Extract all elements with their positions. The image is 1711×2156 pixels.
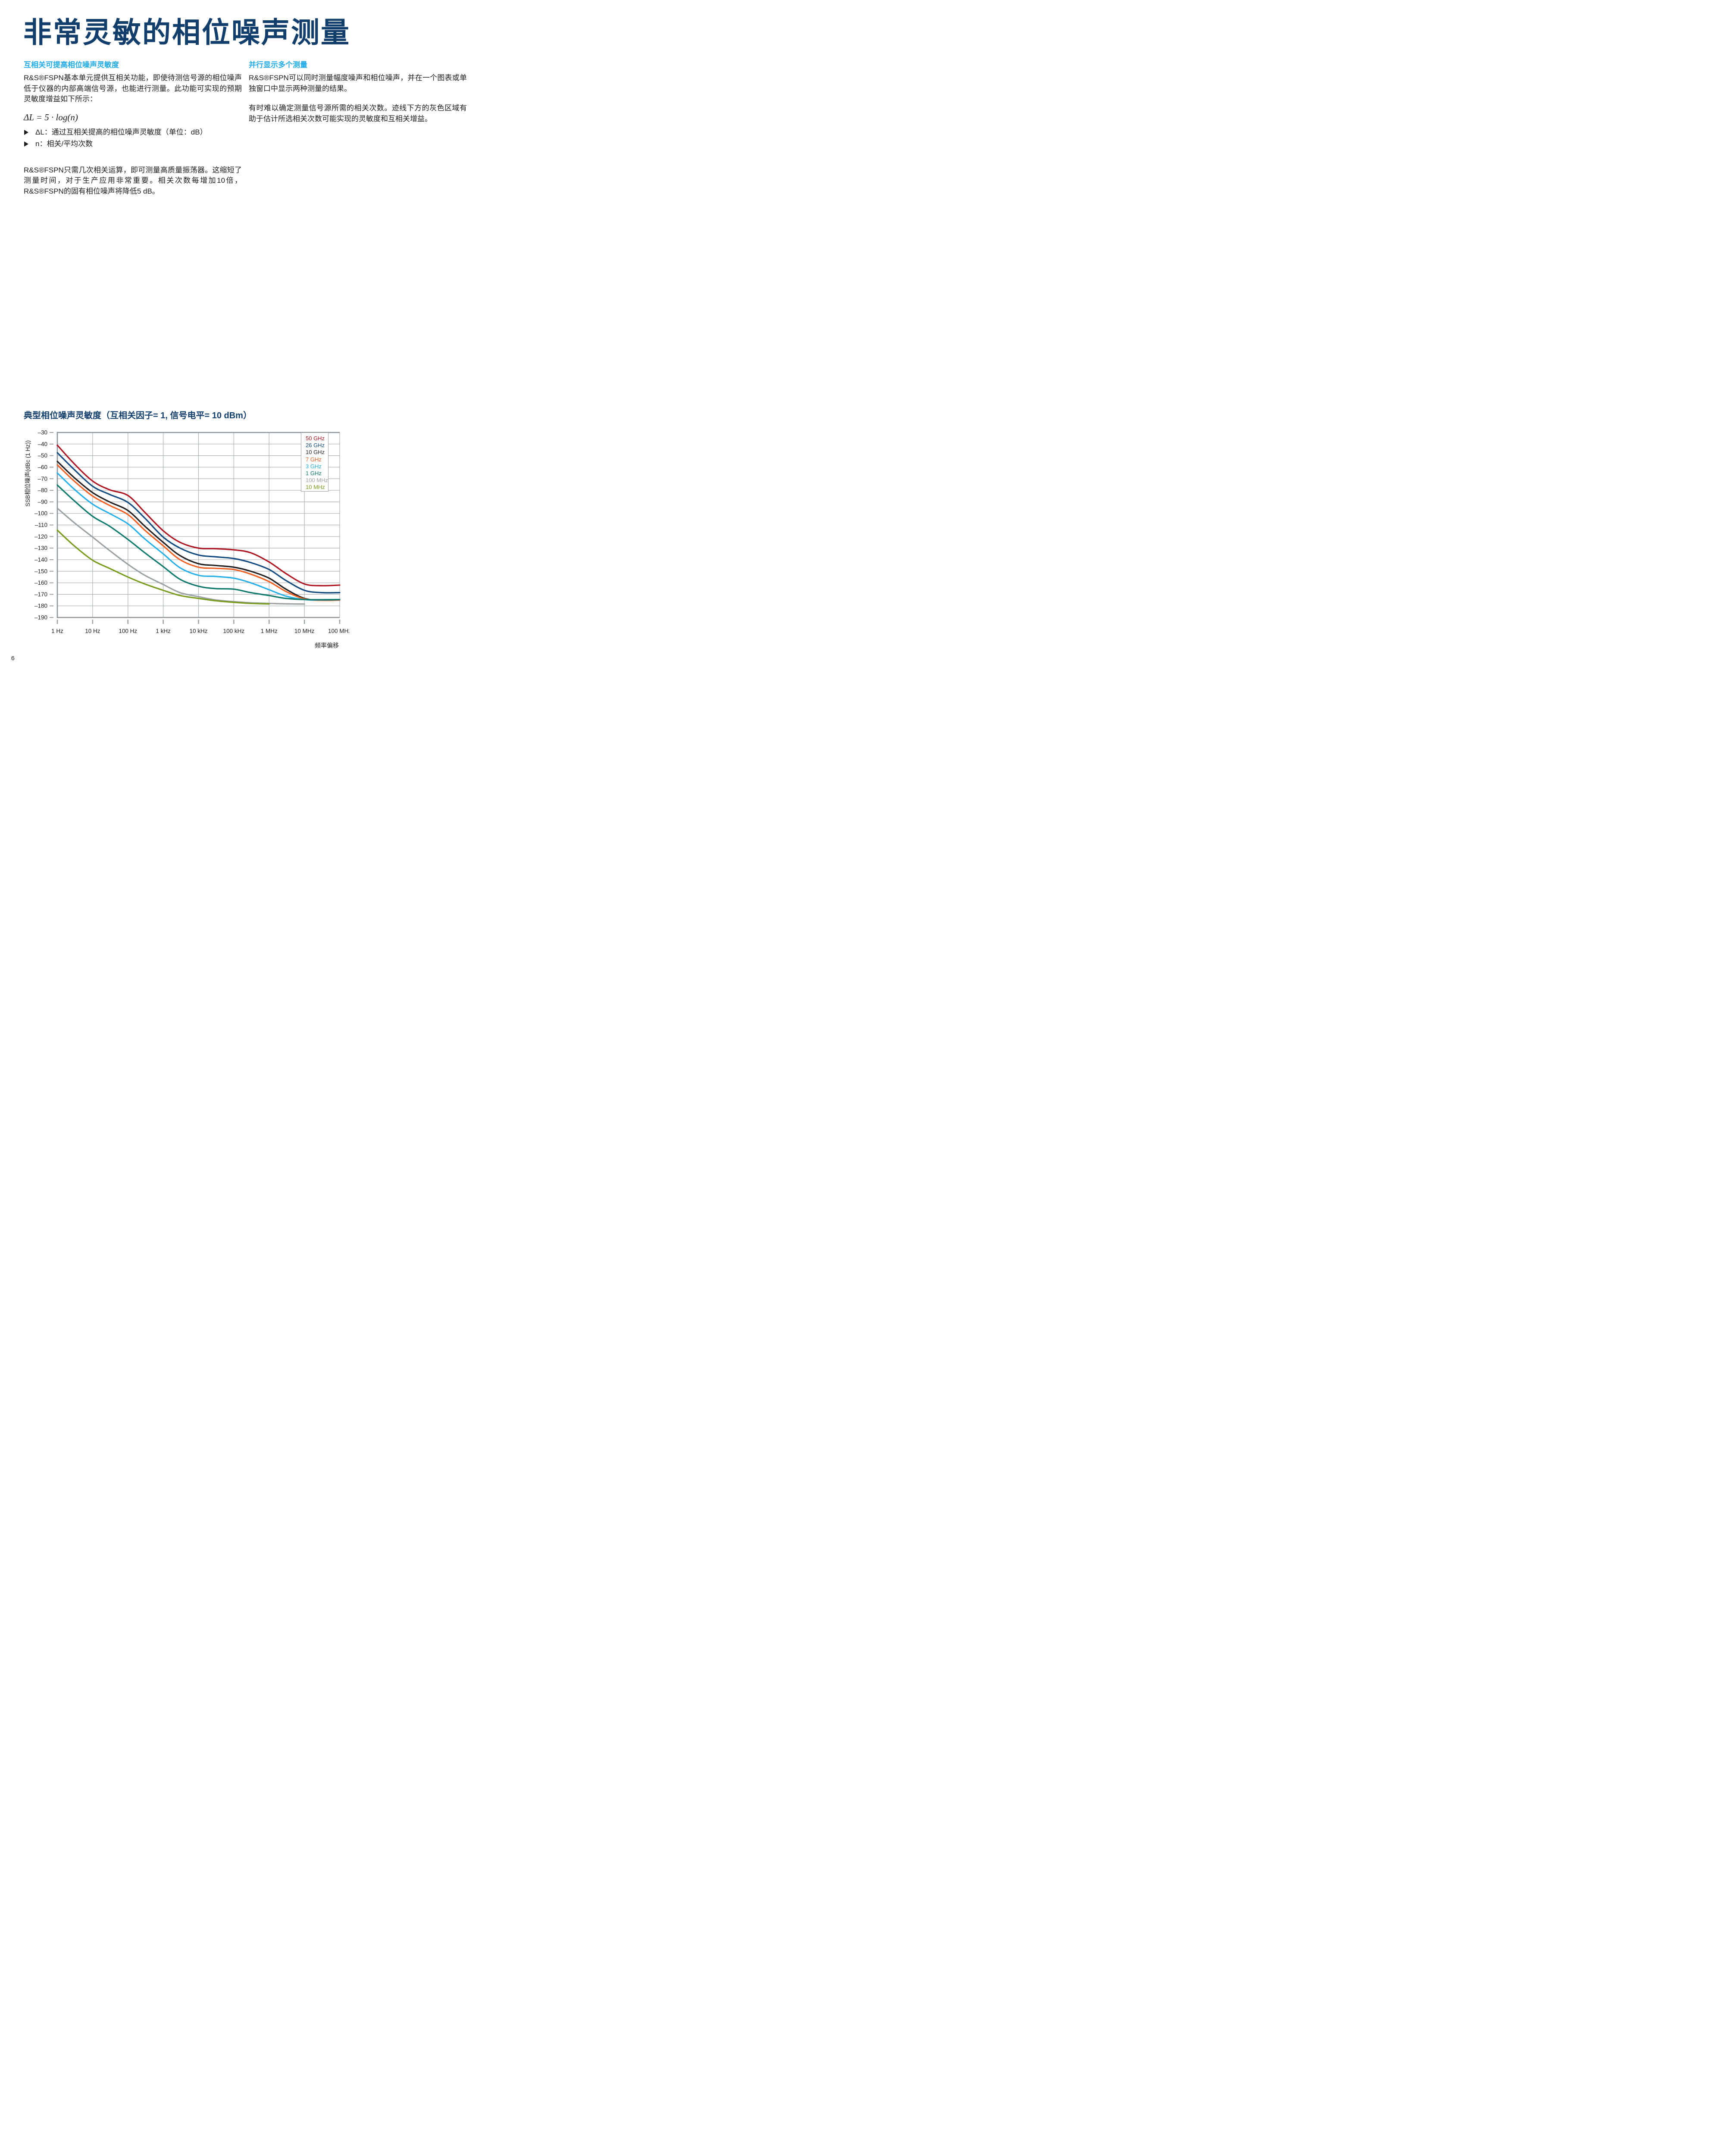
section-heading-parallel-display: 并行显示多个测量: [249, 61, 307, 69]
series-curve-10-ghz: [56, 461, 341, 601]
y-tick-label: –160: [34, 580, 47, 586]
y-tick-label: –100: [34, 510, 47, 517]
x-tick-label: 10 MHz: [294, 628, 315, 634]
legend-entry-100-mhz: 100 MHz: [306, 477, 328, 484]
bullet-text: n：相关/平均次数: [35, 140, 93, 148]
chart-title: 典型相位噪声灵敏度（互相关因子= 1, 信号电平= 10 dBm）: [24, 411, 252, 420]
y-tick-label: –80: [38, 487, 47, 494]
x-tick-label: 100 MHz: [328, 628, 349, 634]
series-curve-7-ghz: [56, 464, 341, 602]
section-heading-cross-correlation: 互相关可提高相位噪声灵敏度: [24, 61, 119, 69]
bullet-list: ΔL：通过互相关提高的相位噪声灵敏度（单位：dB） n：相关/平均次数: [24, 127, 242, 150]
y-axis-label: SSB相位噪声(dBc (1 Hz)): [25, 440, 31, 507]
x-tick-label: 1 kHz: [156, 628, 171, 634]
x-tick-label: 1 Hz: [51, 628, 63, 634]
series-curve-1-ghz: [56, 484, 341, 601]
right-column: 并行显示多个测量 R&S®FSPN可以同时测量幅度噪声和相位噪声，并在一个图表或…: [249, 60, 467, 124]
series-curve-3-ghz: [56, 472, 341, 601]
x-tick-label: 100 Hz: [119, 628, 137, 634]
bullet-triangle-icon: [24, 141, 28, 147]
chart-legend: 50 GHz 26 GHz 10 GHz 7 GHz 3 GHz 1 GHz 100 MHz…: [301, 432, 328, 492]
legend-entry-10-ghz: 10 GHz: [306, 449, 325, 456]
y-tick-label: –60: [38, 464, 47, 470]
y-tick-label: –90: [38, 498, 47, 505]
y-tick-label: –140: [34, 556, 47, 563]
bullet-text: ΔL：通过互相关提高的相位噪声灵敏度（单位：dB）: [35, 128, 207, 136]
x-axis-label: 频率偏移: [315, 642, 339, 649]
y-tick-label: –40: [38, 441, 47, 447]
list-item: n：相关/平均次数: [24, 139, 242, 150]
y-tick-label: –150: [34, 568, 47, 574]
x-tick-label: 100 kHz: [223, 628, 245, 634]
legend-entry-10-mhz: 10 MHz: [306, 484, 325, 491]
y-tick-label: –50: [38, 452, 47, 459]
y-tick-label: –70: [38, 476, 47, 482]
y-tick-label: –30: [38, 429, 47, 436]
list-item: ΔL：通过互相关提高的相位噪声灵敏度（单位：dB）: [24, 127, 242, 138]
paragraph: R&S®FSPN可以同时测量幅度噪声和相位噪声，并在一个图表或单独窗口中显示两种…: [249, 74, 467, 93]
y-tick-label: –180: [34, 603, 47, 609]
legend-entry-50-ghz: 50 GHz: [306, 435, 325, 442]
y-tick-label: –170: [34, 591, 47, 598]
y-tick-label: –190: [34, 614, 47, 621]
document-page: 非常灵敏的相位噪声测量 互相关可提高相位噪声灵敏度 R&S®FSPN基本单元提供…: [0, 0, 513, 684]
series-curve-50-ghz: [56, 444, 341, 586]
paragraph: 有时难以确定测量信号源所需的相关次数。迹线下方的灰色区域有助于估计所选相关次数可…: [249, 104, 467, 123]
legend-entry-7-ghz: 7 GHz: [306, 456, 322, 463]
x-tick-label: 1 MHz: [261, 628, 278, 634]
formula: ΔL = 5 · log(n): [24, 112, 78, 122]
series-curve-10-mhz: [56, 529, 270, 605]
bullet-triangle-icon: [24, 129, 28, 135]
y-tick-label: –120: [34, 533, 47, 540]
x-tick-label: 10 Hz: [85, 628, 100, 634]
page-title: 非常灵敏的相位噪声测量: [23, 16, 350, 48]
paragraph: R&S®FSPN只需几次相关运算，即可测量高质量振荡器。这缩短了测量时间，对于生…: [24, 166, 242, 195]
legend-entry-26-ghz: 26 GHz: [306, 442, 325, 449]
x-tick-label: 10 kHz: [189, 628, 207, 634]
y-tick-label: –130: [34, 545, 47, 552]
series-curve-26-ghz: [56, 452, 341, 594]
chart-canvas: –30 –40 –50 –60 –70 –80 –90 –100 –110 –120 –130 –14…: [34, 429, 349, 635]
legend-entry-1-ghz: 1 GHz: [306, 470, 322, 477]
y-tick-label: –110: [35, 522, 47, 528]
legend-entry-3-ghz: 3 GHz: [306, 463, 322, 470]
paragraph: R&S®FSPN基本单元提供互相关功能，即使待测信号源的相位噪声低于仪器的内部高…: [24, 74, 242, 103]
left-column: 互相关可提高相位噪声灵敏度 R&S®FSPN基本单元提供互相关功能，即使待测信号…: [24, 60, 242, 197]
page-number: 6: [11, 655, 15, 661]
